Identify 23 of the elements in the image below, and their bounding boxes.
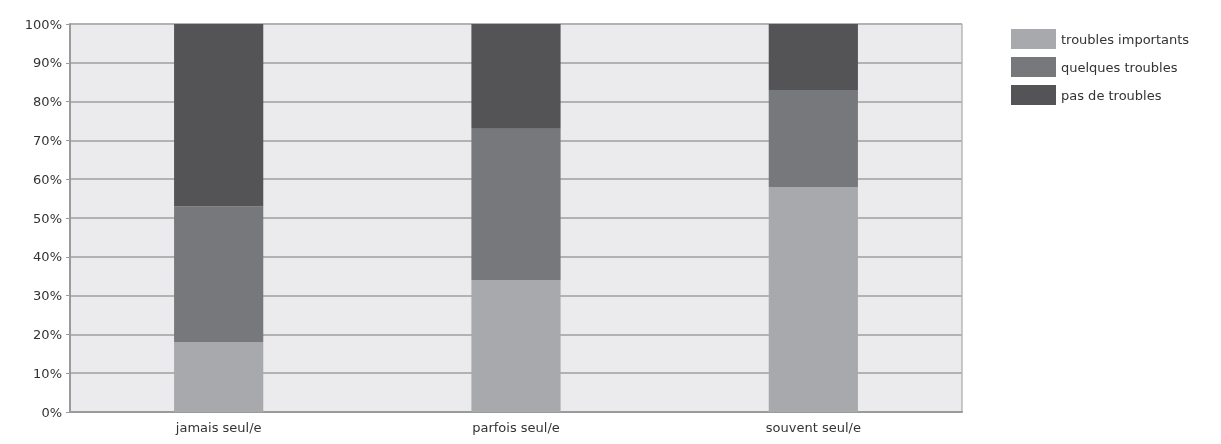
x-tick-label: jamais seul/e bbox=[174, 420, 262, 435]
legend-label: troubles importants bbox=[1061, 31, 1190, 47]
x-tick-label: souvent seul/e bbox=[765, 420, 861, 435]
y-tick-label: 20% bbox=[33, 326, 62, 342]
bar bbox=[471, 24, 561, 129]
y-tick-label: 70% bbox=[33, 132, 62, 148]
bar bbox=[174, 206, 264, 343]
bar bbox=[768, 24, 858, 90]
x-tick-label: parfois seul/e bbox=[472, 420, 560, 435]
legend-label: quelques troubles bbox=[1061, 59, 1178, 75]
y-tick-label: 40% bbox=[33, 249, 62, 265]
y-tick-label: 60% bbox=[33, 171, 62, 187]
bar bbox=[471, 128, 561, 281]
bar bbox=[768, 89, 858, 187]
legend-label: pas de troubles bbox=[1061, 87, 1162, 103]
y-tick-label: 80% bbox=[33, 94, 62, 110]
y-tick-label: 30% bbox=[33, 288, 62, 304]
y-tick-label: 100% bbox=[24, 16, 62, 32]
bar bbox=[174, 24, 264, 207]
y-tick-label: 0% bbox=[41, 404, 62, 420]
y-tick-label: 10% bbox=[33, 365, 62, 381]
y-tick-label: 90% bbox=[33, 55, 62, 71]
y-tick-label: 50% bbox=[33, 210, 62, 226]
